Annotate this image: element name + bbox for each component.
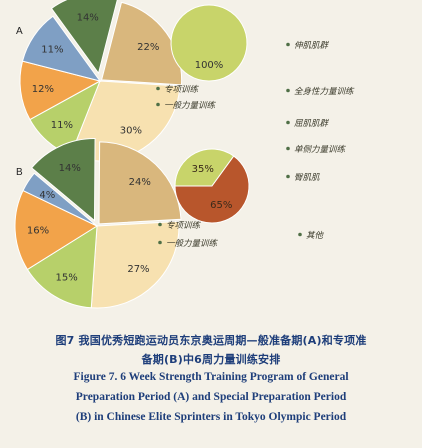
panel-b-main-slice-6-label: 4% [39, 190, 55, 201]
panel-a-main-slice-4-label: 11% [51, 120, 73, 131]
legend-right-2: 全身性力量训练 [294, 86, 355, 97]
panel-a-main-slice-3-label: 30% [120, 126, 142, 137]
panel-a-side-slice-1-label: 100% [195, 60, 224, 71]
panel-b-legend-left-1: 专项训练 [166, 220, 202, 231]
panel-b-letter: B [16, 167, 23, 178]
panel-a-legend-left-1: 专项训练 [164, 84, 200, 95]
legend-right-4: 单侧力量训练 [294, 144, 347, 155]
legend-right-1-marker [286, 42, 290, 47]
caption-en-line2: Preparation Period (A) and Special Prepa… [75, 391, 347, 403]
panel-a-legend-left-2-marker [156, 102, 160, 107]
panel-a-letter: A [16, 26, 23, 37]
legend-right-5-marker [286, 174, 290, 179]
caption-en-line3: (B) in Chinese Elite Sprinters in Tokyo … [75, 411, 347, 423]
legend-right-4-marker [286, 146, 290, 151]
panel-b-legend-left-1-marker [158, 222, 162, 227]
panel-a: A14%22%30%11%12%11%100%专项训练一般力量训练伸肌肌群全身性… [16, 0, 355, 241]
legend-right-5: 臀肌肌 [294, 173, 320, 183]
caption-en-line1: Figure 7. 6 Week Strength Training Progr… [73, 371, 349, 383]
panel-a-side-slice-1 [170, 4, 248, 82]
panel-b-main-slice-2 [98, 141, 182, 225]
panel-a-main-slice-1 [50, 0, 118, 75]
panel-b-main-slice-5 [14, 189, 99, 271]
panel-a-main-slice-6-label: 11% [41, 45, 63, 56]
panel-a-main-slice-1-label: 14% [77, 13, 99, 24]
panel-b-side-slice-1 [174, 148, 235, 187]
panel-b-main-slice-1-label: 14% [59, 163, 81, 174]
panel-b-main-slice-3 [90, 220, 180, 309]
panel-b-legend-left-2-marker [158, 240, 162, 245]
panel-a-legend-left-1-marker [156, 86, 160, 91]
panel-b-side-slice-2-label: 65% [210, 200, 232, 211]
caption-zh-line1: 图7 我国优秀短跑运动员东京奥运周期—般准备期(A)和专项准 [55, 334, 367, 347]
panel-b-main-slice-6 [22, 172, 98, 227]
legend-right-6-marker [298, 232, 302, 237]
legend-right-2-marker [286, 88, 290, 93]
panel-b-main-slice-4 [26, 225, 98, 309]
legend-right-6: 其他 [306, 230, 325, 241]
panel-b-side-slice-1-label: 35% [192, 164, 214, 175]
panel-a-main-slice-2 [100, 1, 183, 86]
panel-b-legend-left-2: 一般力量训练 [166, 238, 219, 249]
legend-right-1: 伸肌肌群 [294, 40, 330, 51]
panel-b-main-slice-1 [30, 138, 96, 222]
panel-b-main-slice-2-label: 24% [129, 177, 151, 188]
legend-right-3-marker [286, 120, 290, 125]
caption-zh-line2: 备期(B)中6周力量训练安排 [141, 353, 281, 366]
panel-b-side-slice-2 [174, 155, 250, 224]
panel-a-main-slice-5-label: 12% [32, 84, 54, 95]
panel-a-main-slice-2-label: 22% [137, 42, 159, 53]
legend-right-3: 屈肌肌群 [294, 118, 330, 129]
panel-b-main-slice-5-label: 16% [27, 225, 49, 236]
panel-a-main-slice-5 [19, 60, 102, 121]
panel-a-main-slice-6 [21, 15, 102, 82]
panel-a-legend-left-2: 一般力量训练 [164, 100, 217, 111]
panel-b-main-slice-3-label: 27% [127, 264, 149, 275]
panel-b-main-slice-4-label: 15% [55, 273, 77, 284]
